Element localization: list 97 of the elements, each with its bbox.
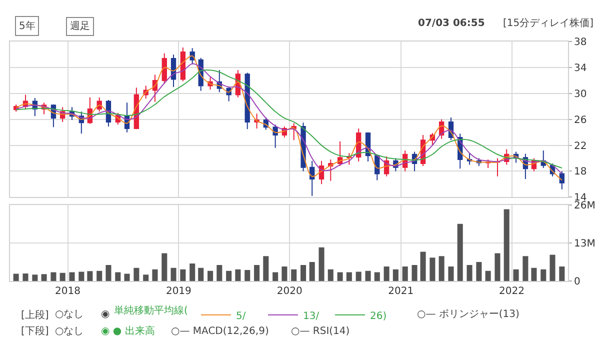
text: 07/03 06:55 bbox=[418, 18, 485, 29]
candlestick bbox=[272, 124, 278, 148]
legend-title: 単純移動平均線( bbox=[114, 304, 188, 316]
bar bbox=[78, 272, 84, 282]
bar bbox=[235, 269, 241, 282]
legend-label: 5/ bbox=[236, 310, 246, 322]
bar bbox=[226, 270, 232, 282]
bar bbox=[392, 269, 398, 282]
bar bbox=[152, 269, 158, 282]
bar bbox=[522, 256, 528, 282]
bar bbox=[374, 272, 380, 282]
bar bbox=[318, 247, 324, 282]
y-tick-label: 26 bbox=[574, 114, 587, 126]
bar bbox=[504, 209, 510, 282]
bar bbox=[309, 262, 315, 282]
bar bbox=[430, 258, 436, 282]
bar bbox=[272, 272, 278, 282]
text: [上段] bbox=[21, 309, 49, 321]
bar bbox=[346, 272, 352, 282]
x-tick-label: 2019 bbox=[166, 286, 192, 298]
bar bbox=[208, 270, 214, 282]
text: ○なし bbox=[55, 309, 84, 320]
x-tick-label: 2021 bbox=[388, 286, 414, 298]
y-tick-label: 30 bbox=[574, 88, 587, 100]
bar bbox=[412, 264, 418, 282]
bar bbox=[282, 266, 288, 282]
bar bbox=[550, 254, 556, 282]
bar bbox=[420, 252, 426, 282]
bar bbox=[328, 269, 334, 282]
bar bbox=[115, 272, 121, 282]
bar bbox=[143, 274, 149, 282]
y-tick-label: 0 bbox=[574, 276, 580, 288]
text: ○— MACD(12,26,9) bbox=[171, 326, 269, 337]
bar bbox=[384, 266, 390, 282]
bar bbox=[170, 268, 176, 282]
bar bbox=[22, 273, 28, 282]
bar bbox=[531, 268, 537, 282]
x-tick-label: 2020 bbox=[276, 286, 302, 298]
bar bbox=[365, 270, 371, 282]
x-tick-label: 2018 bbox=[55, 286, 80, 298]
bar bbox=[513, 269, 519, 282]
bar bbox=[32, 274, 38, 282]
text: [下段] bbox=[21, 325, 49, 337]
x-tick-label: 2022 bbox=[499, 286, 524, 298]
candlestick bbox=[337, 140, 343, 167]
bar bbox=[402, 266, 408, 282]
y-tick-label: 13M bbox=[574, 238, 596, 250]
bar bbox=[494, 253, 500, 282]
text: ○— RSI(14) bbox=[291, 326, 350, 337]
text: 週足 bbox=[70, 21, 90, 32]
bar bbox=[180, 269, 186, 282]
y-tick-label: 18 bbox=[574, 166, 587, 178]
bar bbox=[134, 268, 140, 282]
candlestick bbox=[559, 170, 565, 190]
text: ◉ ● 出来高 bbox=[101, 325, 155, 337]
bar bbox=[41, 274, 47, 282]
candlestick bbox=[466, 152, 472, 166]
bar bbox=[87, 271, 93, 282]
bar bbox=[457, 224, 463, 282]
bar bbox=[216, 264, 222, 282]
text: ◉ bbox=[101, 309, 110, 320]
bar bbox=[244, 270, 250, 282]
bar bbox=[466, 264, 472, 282]
bar bbox=[60, 272, 66, 282]
bar bbox=[448, 266, 454, 282]
bar bbox=[162, 253, 168, 282]
bar bbox=[96, 270, 102, 282]
bar bbox=[190, 264, 196, 282]
y-tick-label: 34 bbox=[574, 63, 587, 74]
bar bbox=[50, 272, 56, 282]
bar bbox=[13, 274, 19, 282]
bar bbox=[106, 264, 112, 282]
bar bbox=[291, 269, 297, 282]
candlestick bbox=[162, 52, 167, 84]
bar bbox=[337, 272, 343, 282]
bar bbox=[198, 268, 204, 282]
candlestick bbox=[170, 54, 176, 88]
text: ○なし bbox=[55, 326, 84, 337]
bar bbox=[540, 269, 546, 282]
legend-label: 13/ bbox=[303, 310, 320, 322]
y-tick-label: 22 bbox=[574, 140, 587, 152]
text: ○— ボリンジャー(13) bbox=[417, 309, 520, 320]
bar bbox=[356, 272, 362, 282]
bar bbox=[559, 266, 565, 282]
text: 5年 bbox=[19, 20, 36, 32]
bar bbox=[485, 270, 491, 282]
y-tick-label: 38 bbox=[574, 37, 587, 48]
bar bbox=[263, 256, 269, 282]
bar bbox=[124, 274, 130, 282]
bar bbox=[476, 262, 482, 282]
candlestick bbox=[310, 160, 315, 196]
bar bbox=[254, 264, 260, 282]
bar bbox=[69, 272, 75, 282]
legend-label: 26) bbox=[370, 310, 387, 322]
bar bbox=[300, 264, 306, 282]
bar bbox=[438, 256, 444, 282]
text: [15分ディレイ株価] bbox=[503, 17, 594, 29]
